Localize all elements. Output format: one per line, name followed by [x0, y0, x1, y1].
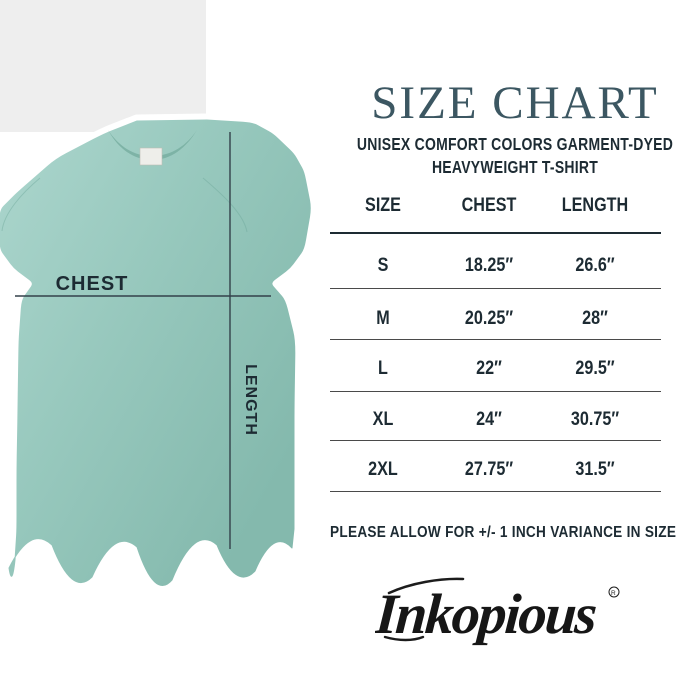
svg-text:R: R — [611, 590, 616, 597]
svg-text:LENGTH: LENGTH — [242, 364, 259, 436]
svg-text:CHEST: CHEST — [56, 273, 129, 295]
svg-text:Inkopious: Inkopious — [375, 583, 598, 646]
